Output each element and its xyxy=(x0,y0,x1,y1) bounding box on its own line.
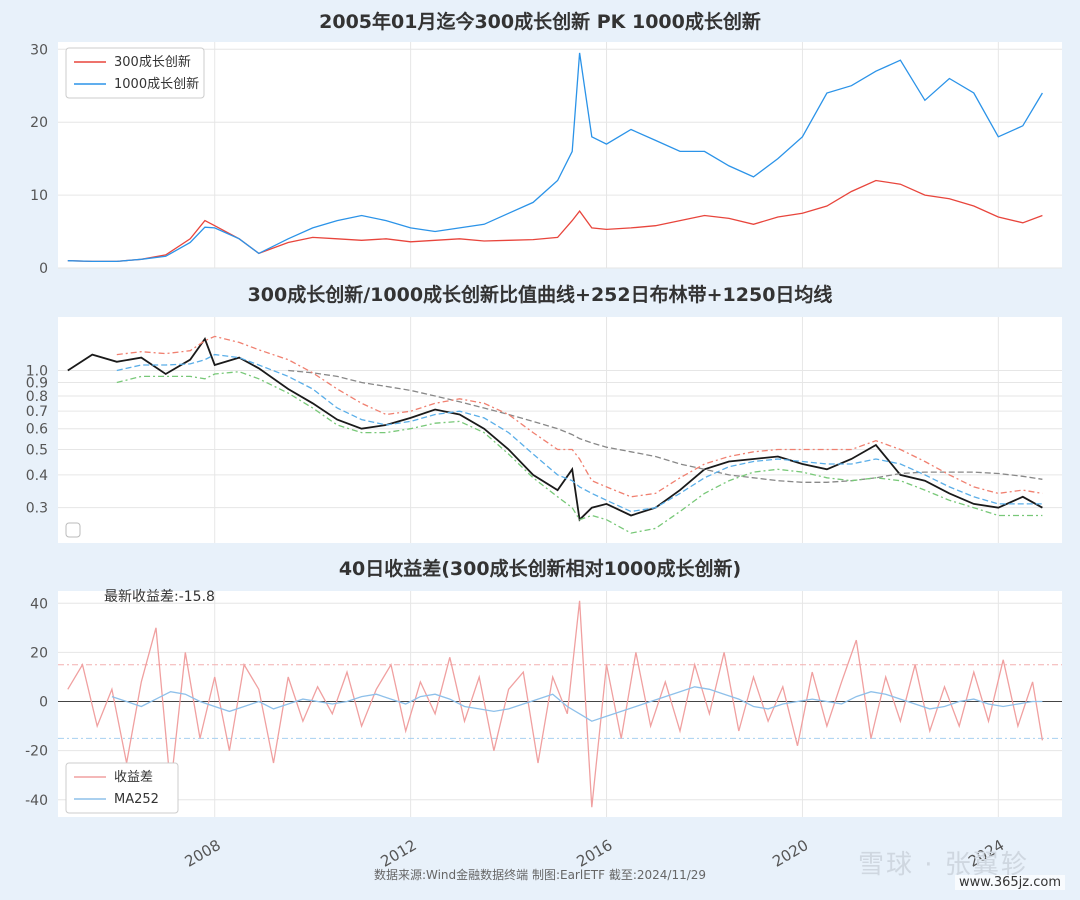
y-tick-label: 20 xyxy=(30,645,48,661)
y-tick-label: 20 xyxy=(30,115,48,131)
y-tick-label: -20 xyxy=(25,744,48,760)
watermark-site: www.365jz.com xyxy=(955,875,1065,890)
plot-area xyxy=(58,317,1062,543)
series-line xyxy=(67,336,1043,522)
series-line xyxy=(67,52,1043,263)
chart-title: 40日收益差(300成长创新相对1000成长创新) xyxy=(339,557,741,580)
y-tick-label: 0.3 xyxy=(26,501,48,517)
y-tick-label: 0.7 xyxy=(26,404,48,420)
legend-label: 1000成长创新 xyxy=(114,76,199,92)
chart-title: 300成长创新/1000成长创新比值曲线+252日布林带+1250日均线 xyxy=(248,283,833,306)
y-tick-label: 0 xyxy=(39,261,48,277)
annotation-text: 最新收益差:-15.8 xyxy=(104,589,215,605)
legend-box xyxy=(65,762,179,814)
footer-source: 数据来源:Wind金融数据终端 制图:EarlETF 截至:2024/11/29 xyxy=(373,868,707,882)
y-tick-label: 0.8 xyxy=(26,389,48,405)
legend-label: 300成长创新 xyxy=(114,54,191,70)
chart-panel-1: 2005年01月迄今300成长创新 PK 1000成长创新 0 10 20 30 300成… xyxy=(30,10,1062,277)
y-tick-label: 40 xyxy=(30,596,48,612)
y-tick-label: 0.9 xyxy=(26,376,48,392)
series-line xyxy=(116,335,1043,498)
y-tick-label: 0.6 xyxy=(26,422,48,438)
series-line xyxy=(116,371,1043,534)
plot-area xyxy=(58,42,1062,268)
legend-box xyxy=(65,47,205,99)
y-tick-label: 0.5 xyxy=(26,442,48,458)
legend-label: 收益差 xyxy=(114,770,153,785)
series-line xyxy=(288,369,1043,483)
y-tick-label: 1.0 xyxy=(26,364,48,380)
chart-panel-2: 300成长创新/1000成长创新比值曲线+252日布林带+1250日均线 0.3 0… xyxy=(26,283,1062,543)
legend-box xyxy=(65,522,81,538)
y-tick-label: 0.4 xyxy=(26,468,48,484)
legend-label: MA252 xyxy=(114,792,159,807)
series-line xyxy=(67,179,1043,263)
y-tick-label: 30 xyxy=(30,42,48,58)
y-tick-label: -40 xyxy=(25,793,48,809)
series-line xyxy=(67,600,1044,808)
chart-panel-3: 40日收益差(300成长创新相对1000成长创新) 40 20 0 -20 -40 最新收益… xyxy=(25,557,1062,817)
y-tick-label: 0 xyxy=(39,695,48,711)
chart-title: 2005年01月迄今300成长创新 PK 1000成长创新 xyxy=(319,10,761,33)
y-tick-label: 10 xyxy=(30,188,48,204)
series-line xyxy=(111,686,1043,722)
